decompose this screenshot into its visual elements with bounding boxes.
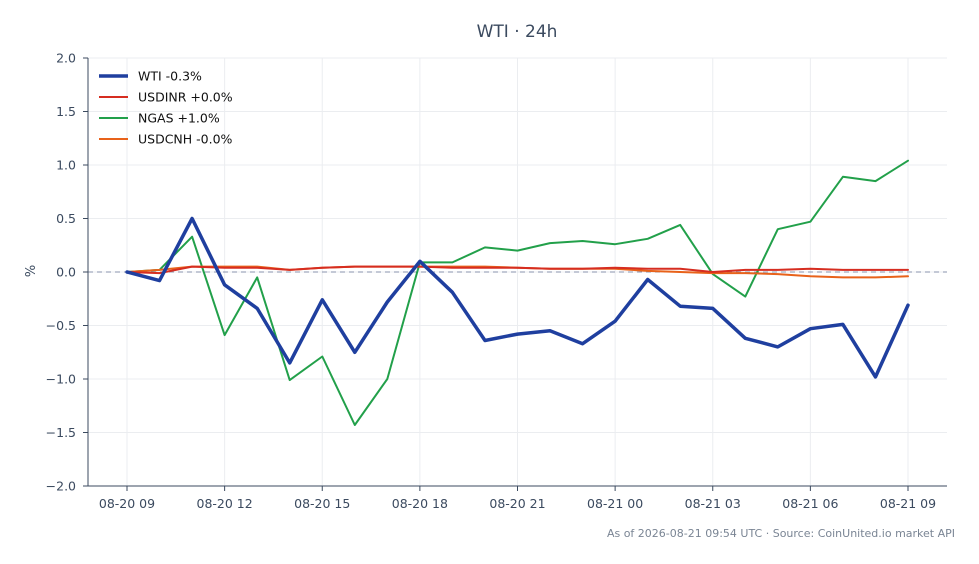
x-tick-label: 08-21 09 (880, 496, 936, 511)
x-tick-label: 08-21 06 (782, 496, 838, 511)
x-tick-label: 08-20 21 (489, 496, 545, 511)
legend-label: WTI -0.3% (138, 69, 202, 84)
y-axis-label: % (24, 265, 39, 277)
x-tick-label: 08-20 12 (197, 496, 253, 511)
y-tick-label: 0.0 (56, 265, 76, 280)
legend: WTI -0.3% USDINR +0.0% NGAS +1.0% USDCNH -0… (99, 69, 233, 147)
legend-label: USDCNH -0.0% (138, 132, 233, 147)
series-line-1 (126, 265, 909, 275)
y-tick-label: −2.0 (46, 479, 76, 494)
legend-label: NGAS +1.0% (138, 111, 220, 126)
y-tick-label: −1.0 (46, 372, 76, 387)
series-line-0 (125, 216, 910, 379)
source-footnote: As of 2026-08-21 09:54 UTC · Source: Coi… (607, 527, 955, 540)
series-lines (125, 159, 910, 426)
x-tick-label: 08-20 15 (294, 496, 350, 511)
y-tick-label: −0.5 (46, 318, 76, 333)
y-tick-label: −1.5 (46, 425, 76, 440)
grid (88, 57, 947, 487)
x-tick-label: 08-20 09 (99, 496, 155, 511)
y-tick-label: 1.0 (56, 158, 76, 173)
y-tick-label: 2.0 (56, 51, 76, 66)
y-tick-label: 0.5 (56, 211, 76, 226)
legend-label: USDINR +0.0% (138, 90, 233, 105)
axes: −2.0 −1.5 −1.0 −0.5 0.0 0.5 1.0 1.5 2.0 08-20 09 0… (46, 51, 947, 511)
series-line-2 (126, 159, 909, 426)
y-tick-label: 1.5 (56, 104, 76, 119)
x-tick-label: 08-21 03 (685, 496, 741, 511)
x-tick-label: 08-20 18 (392, 496, 448, 511)
x-tick-label: 08-21 00 (587, 496, 643, 511)
chart-title: WTI · 24h (477, 22, 558, 42)
